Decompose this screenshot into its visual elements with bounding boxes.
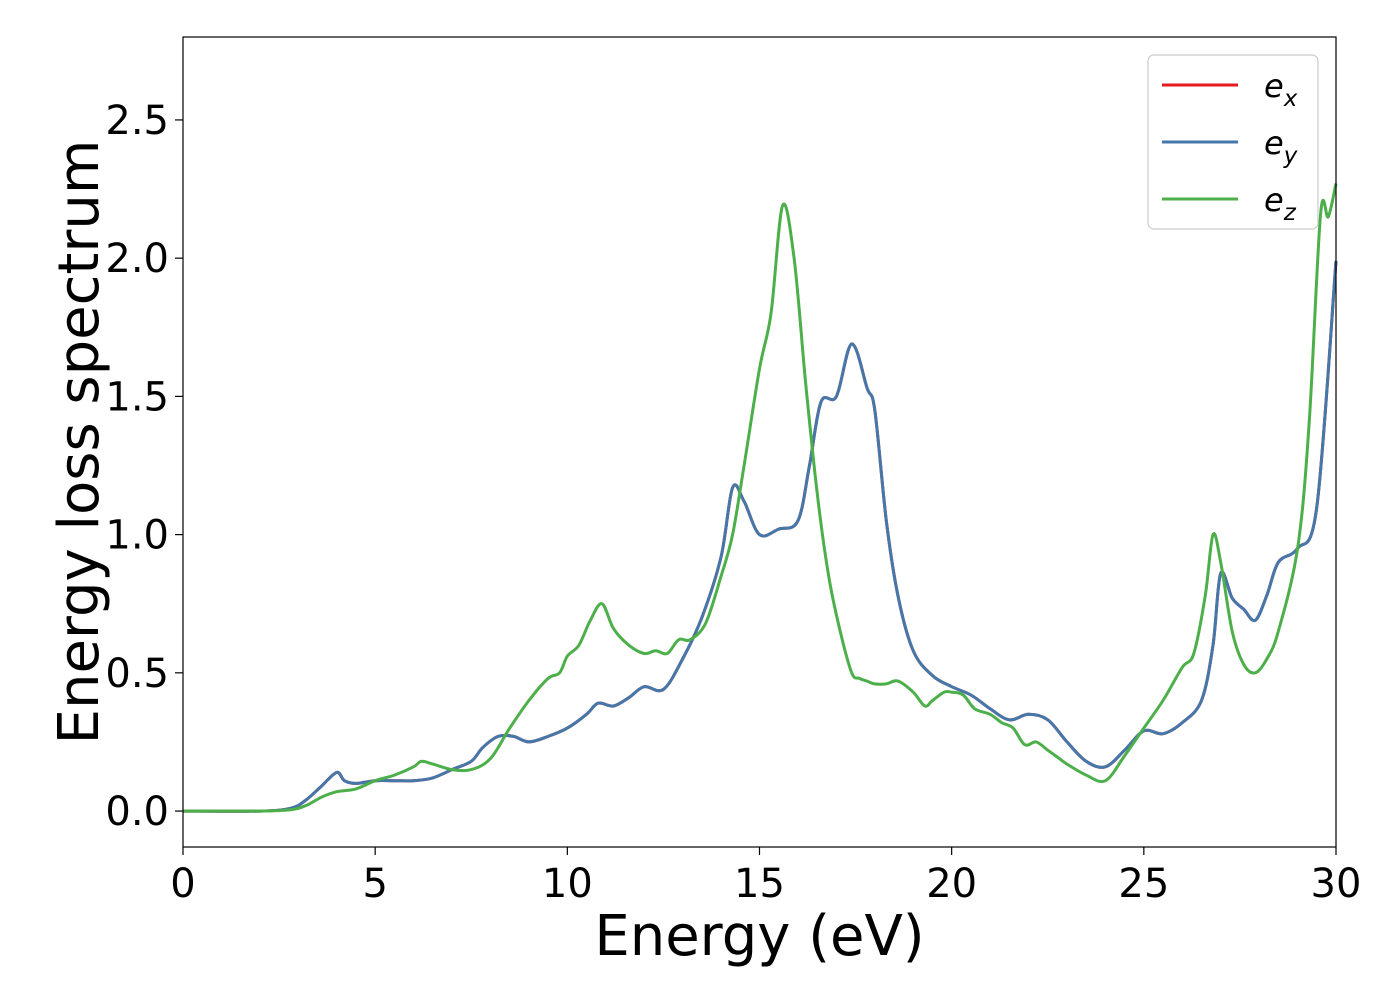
y-tick-label: 1.5 bbox=[105, 374, 169, 420]
series-layer bbox=[182, 183, 1338, 813]
legend-label-subscript: y bbox=[1283, 143, 1298, 169]
series-line-ey bbox=[182, 260, 1338, 813]
x-axis-ticks: 0 5 10 15 20 25 30 bbox=[170, 847, 1361, 907]
y-axis-ticks: 0.0 0.5 1.0 1.5 2.0 2.5 bbox=[105, 98, 183, 835]
y-tick-label: 2.5 bbox=[105, 98, 169, 144]
x-tick-label: 10 bbox=[542, 861, 593, 907]
y-tick-label: 1.0 bbox=[105, 513, 169, 559]
y-tick-label: 0.0 bbox=[105, 789, 169, 835]
legend-label-main: e bbox=[1264, 181, 1284, 219]
legend-label: ey bbox=[1264, 124, 1298, 169]
legend-label: ez bbox=[1264, 181, 1297, 226]
legend-label: ex bbox=[1264, 67, 1298, 112]
legend-label-subscript: z bbox=[1283, 200, 1297, 226]
x-tick-label: 25 bbox=[1118, 861, 1169, 907]
x-tick-label: 30 bbox=[1311, 861, 1362, 907]
x-tick-label: 15 bbox=[734, 861, 785, 907]
legend-label-subscript: x bbox=[1283, 86, 1298, 112]
x-tick-label: 20 bbox=[926, 861, 977, 907]
y-tick-label: 2.0 bbox=[105, 236, 169, 282]
x-axis-title: Energy (eV) bbox=[594, 904, 924, 969]
x-tick-label: 0 bbox=[170, 861, 195, 907]
legend-label-main: e bbox=[1264, 124, 1284, 162]
series-line-ez bbox=[182, 183, 1338, 813]
y-tick-label: 0.5 bbox=[105, 651, 169, 697]
x-tick-label: 5 bbox=[362, 861, 387, 907]
legend-label-main: e bbox=[1264, 67, 1284, 105]
y-axis-title: Energy loss spectrum bbox=[47, 140, 112, 745]
